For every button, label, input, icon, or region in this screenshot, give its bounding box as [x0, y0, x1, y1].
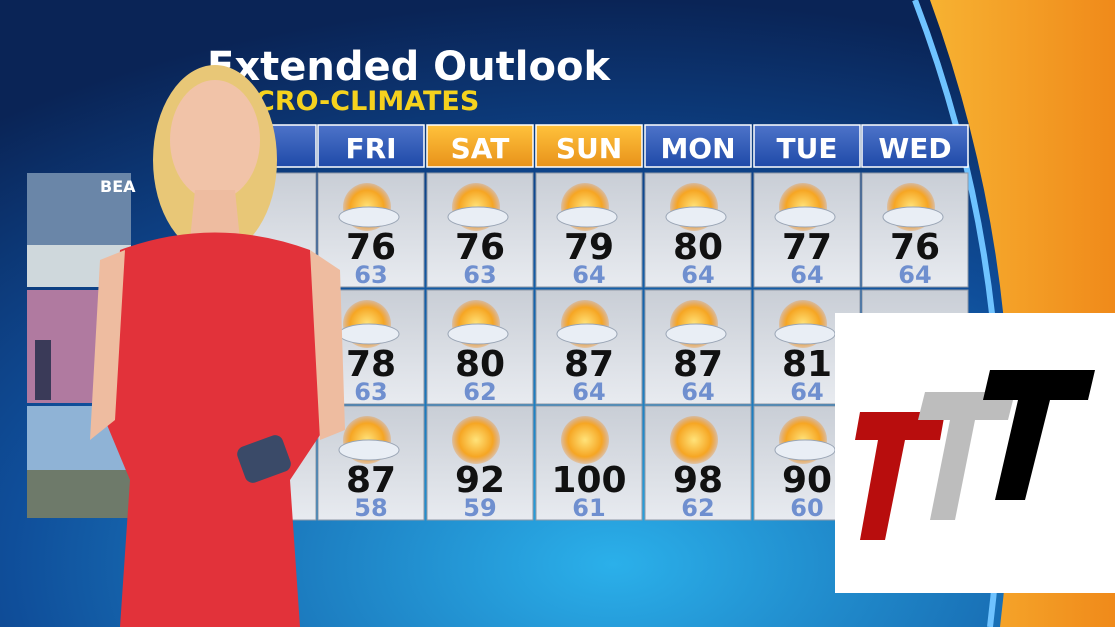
cloud-icon: [665, 323, 727, 345]
high-temp: 87: [564, 344, 614, 385]
cloud-icon: [882, 206, 944, 228]
day-header-box: [753, 124, 861, 168]
dress: [105, 232, 330, 627]
day-header: SAT: [451, 132, 510, 165]
low-temp: 64: [572, 261, 605, 289]
cloud-icon: [447, 206, 509, 228]
row-label: BEA: [100, 177, 136, 196]
high-temp: 100: [551, 460, 626, 501]
high-temp: 77: [782, 227, 832, 268]
day-header-box: [644, 124, 752, 168]
cloud-icon: [774, 206, 836, 228]
day-header-box: [426, 124, 534, 168]
building: [35, 340, 51, 400]
cloud-icon: [338, 439, 400, 461]
cloud-icon: [556, 323, 618, 345]
low-temp: 63: [354, 378, 387, 406]
high-temp: 90: [782, 460, 832, 501]
sun-icon: [561, 416, 609, 464]
low-temp: 60: [790, 494, 823, 522]
high-temp: 76: [455, 227, 505, 268]
low-temp: 63: [463, 261, 496, 289]
logo-t-black: [983, 370, 1095, 500]
cloud-icon: [556, 206, 618, 228]
low-temp: 64: [790, 261, 823, 289]
low-temp: 59: [463, 494, 496, 522]
cloud-icon: [338, 206, 400, 228]
cloud-icon: [774, 439, 836, 461]
day-header: FRI: [345, 132, 396, 165]
sun-icon: [670, 416, 718, 464]
valley-hills: [27, 470, 131, 518]
presenter: [90, 65, 345, 627]
day-header-box: [535, 124, 643, 168]
high-temp: 78: [346, 344, 396, 385]
cloud-icon: [338, 323, 400, 345]
low-temp: 62: [463, 378, 496, 406]
cloud-icon: [774, 323, 836, 345]
logo-t-gray: [918, 392, 1015, 520]
day-header: SUN: [556, 132, 622, 165]
subtitle: CRO-CLIMATES: [255, 86, 479, 117]
clicker: [237, 435, 291, 483]
low-temp: 61: [572, 494, 605, 522]
high-temp: 98: [673, 460, 723, 501]
day-header: TUE: [777, 132, 838, 165]
low-temp: 58: [354, 494, 387, 522]
low-temp: 64: [681, 261, 714, 289]
face: [170, 80, 260, 200]
cloud-icon: [447, 323, 509, 345]
day-header-box: [861, 124, 969, 168]
arms: [90, 250, 345, 440]
low-temp: 62: [681, 494, 714, 522]
logo-t-red: [855, 412, 945, 540]
low-temp: 63: [354, 261, 387, 289]
low-temp: 64: [898, 261, 931, 289]
high-temp: 80: [455, 344, 505, 385]
high-temp: 76: [346, 227, 396, 268]
low-temp: 64: [681, 378, 714, 406]
title: Extended Outlook: [207, 44, 611, 90]
low-temp: 64: [572, 378, 605, 406]
high-temp: 80: [673, 227, 723, 268]
high-temp: 81: [782, 344, 832, 385]
low-temp: 64: [790, 378, 823, 406]
neck: [190, 190, 240, 240]
sun-icon: [452, 416, 500, 464]
high-temp: 79: [564, 227, 614, 268]
high-temp: 76: [890, 227, 940, 268]
day-header: MON: [660, 132, 735, 165]
day-header: WED: [878, 132, 951, 165]
high-temp: 87: [673, 344, 723, 385]
cloud-icon: [665, 206, 727, 228]
day-header-box: [317, 124, 425, 168]
logo: [835, 313, 1115, 593]
high-temp: 87: [346, 460, 396, 501]
high-temp: 92: [455, 460, 505, 501]
